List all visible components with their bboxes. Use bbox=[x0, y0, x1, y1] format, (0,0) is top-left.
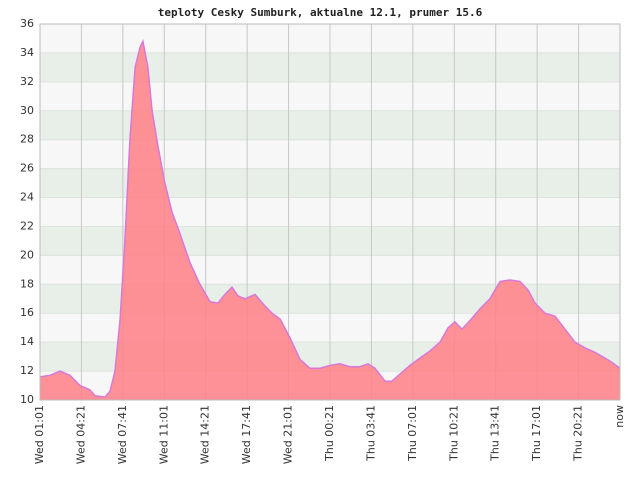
plot-frame bbox=[39, 23, 621, 401]
x-tick-label: Thu 17:01 bbox=[530, 405, 543, 462]
x-tick-label: now bbox=[613, 405, 626, 428]
chart-title: teploty Cesky Sumburk, aktualne 12.1, pr… bbox=[158, 6, 483, 19]
x-tick-label: Thu 10:21 bbox=[447, 405, 460, 462]
y-tick-label: 26 bbox=[20, 162, 34, 175]
y-tick-label: 18 bbox=[20, 277, 34, 290]
x-tick-label: Wed 17:41 bbox=[240, 405, 253, 464]
y-tick-label: 20 bbox=[20, 248, 34, 261]
y-tick-label: 10 bbox=[20, 393, 34, 406]
x-tick-label: Thu 20:21 bbox=[572, 405, 585, 462]
y-tick-label: 24 bbox=[20, 191, 34, 204]
area-line bbox=[39, 39, 621, 398]
y-tick-label: 12 bbox=[20, 364, 34, 377]
x-tick-label: Wed 07:41 bbox=[116, 405, 129, 464]
y-tick-label: 16 bbox=[20, 306, 34, 319]
y-tick-label: 30 bbox=[20, 104, 34, 117]
x-tick-label: Wed 21:01 bbox=[282, 405, 295, 464]
y-tick-label: 34 bbox=[20, 46, 34, 59]
x-tick-label: Wed 14:21 bbox=[199, 405, 212, 464]
x-tick-label: Wed 01:01 bbox=[33, 405, 46, 464]
x-tick-label: Wed 04:21 bbox=[74, 405, 87, 464]
y-tick-label: 36 bbox=[20, 17, 34, 30]
x-tick-label: Thu 00:21 bbox=[323, 405, 336, 462]
x-tick-label: Wed 11:01 bbox=[157, 405, 170, 464]
y-tick-label: 22 bbox=[20, 219, 34, 232]
y-tick-label: 14 bbox=[20, 335, 34, 348]
x-tick-label: Thu 03:41 bbox=[364, 405, 377, 462]
area-fill bbox=[40, 41, 620, 401]
x-tick-label: Thu 13:41 bbox=[489, 405, 502, 462]
y-tick-label: 32 bbox=[20, 75, 34, 88]
x-tick-label: Thu 07:01 bbox=[406, 405, 419, 462]
y-tick-label: 28 bbox=[20, 133, 34, 146]
